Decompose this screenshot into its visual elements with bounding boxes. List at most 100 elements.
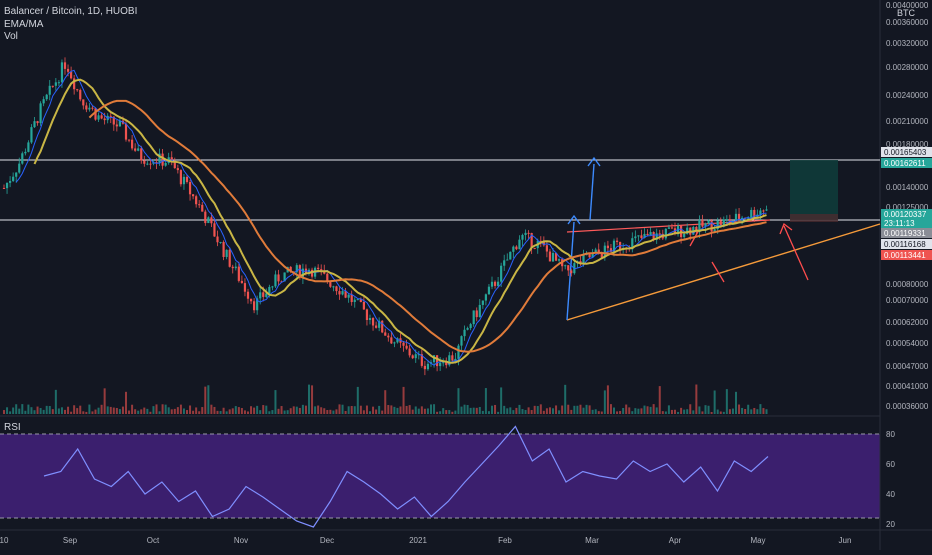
candle-body [414, 354, 417, 359]
volume-bar [155, 404, 158, 414]
price-label-box [881, 218, 932, 228]
candle-body [460, 336, 463, 346]
candle-body [423, 365, 426, 370]
volume-bar [125, 391, 127, 414]
price-tick-label: 0.00080000 [886, 280, 929, 289]
volume-bar [268, 411, 271, 414]
volume-bar [506, 408, 509, 414]
volume-bar [634, 408, 637, 414]
red-arrow-head [779, 222, 793, 235]
volume-bar [45, 405, 48, 414]
volume-bar [442, 408, 445, 414]
candle-body [670, 227, 674, 229]
candle-body [634, 236, 637, 239]
volume-bar [491, 405, 493, 414]
volume-bar [372, 406, 375, 414]
candle-body [475, 310, 478, 318]
candle-body [320, 269, 323, 271]
volume-bar [103, 388, 106, 414]
candle-body [158, 153, 161, 164]
volume-bar [533, 405, 536, 414]
volume-bar [411, 409, 414, 414]
volume-bar [109, 406, 112, 414]
volume-bar [524, 409, 527, 414]
volume-bar [164, 404, 167, 414]
candle-body [262, 292, 265, 297]
candle-body [240, 280, 243, 284]
price-label-text: 0.00116168 [884, 240, 926, 249]
candle-body [79, 90, 82, 100]
volume-bar [73, 405, 76, 414]
volume-bar [494, 404, 497, 414]
volume-bar [692, 410, 695, 414]
volume-bar [387, 405, 390, 414]
candle-body [655, 233, 658, 240]
volume-bar [320, 407, 323, 414]
candle-body [493, 281, 497, 286]
candle-body [100, 115, 103, 119]
volume-bar [664, 411, 667, 414]
candle-body [73, 78, 76, 90]
volume-bar [433, 404, 436, 414]
candle-body [9, 181, 12, 183]
candle-body [326, 273, 329, 282]
candle-body [228, 249, 231, 267]
volume-bar [18, 408, 21, 414]
volume-bar [158, 411, 161, 414]
candle-body [436, 355, 439, 367]
volume-bar [576, 405, 579, 414]
volume-bar [253, 407, 256, 414]
candle-body [63, 62, 67, 69]
candle-body [42, 99, 45, 104]
volume-bar [9, 411, 12, 414]
volume-bar [735, 391, 737, 414]
price-tick-label: 0.00062000 [886, 318, 929, 327]
candle-body [70, 71, 73, 79]
candle-body [737, 213, 741, 221]
candle-body [329, 281, 332, 287]
candle-body [48, 85, 51, 95]
volume-bar [161, 404, 164, 414]
volume-bar [686, 409, 689, 414]
candle-body [426, 363, 430, 370]
candle-body [759, 210, 762, 215]
volume-bar [70, 411, 73, 414]
volume-bar [658, 386, 661, 414]
candle-body [664, 228, 667, 239]
candle-body [469, 324, 472, 329]
candle-body [527, 232, 530, 234]
volume-bar [42, 409, 45, 414]
volume-bar [430, 404, 432, 414]
volume-bar [15, 404, 18, 414]
volume-bar [710, 411, 713, 414]
volume-bar [256, 405, 259, 414]
volume-bar [747, 404, 750, 414]
candle-body [649, 232, 652, 236]
candle-body [15, 172, 18, 177]
candle-body [137, 148, 140, 151]
volume-bar [417, 408, 420, 414]
volume-bar [667, 405, 670, 414]
price-tick-label: 0.00041000 [886, 382, 929, 391]
volume-bar [85, 411, 88, 414]
volume-bar [57, 408, 60, 414]
volume-bar [552, 408, 554, 414]
volume-bar [390, 405, 393, 414]
volume-bar [216, 410, 219, 414]
volume-bar [683, 409, 686, 414]
volume-bar [115, 407, 118, 414]
candle-body [134, 148, 137, 151]
candle-body [253, 301, 256, 311]
volume-bar [12, 407, 15, 414]
volume-bar [222, 407, 225, 414]
candle-body [381, 320, 384, 333]
price-tick-label: 0.00210000 [886, 117, 929, 126]
price-label-box [881, 239, 932, 249]
volume-bar [250, 406, 253, 414]
time-tick-label: Apr [669, 536, 682, 545]
candle-body [88, 107, 91, 110]
volume-bar [210, 404, 213, 414]
price-tick-label: 0.00054000 [886, 339, 929, 348]
volume-bar [561, 405, 564, 414]
candle-body [420, 354, 423, 366]
